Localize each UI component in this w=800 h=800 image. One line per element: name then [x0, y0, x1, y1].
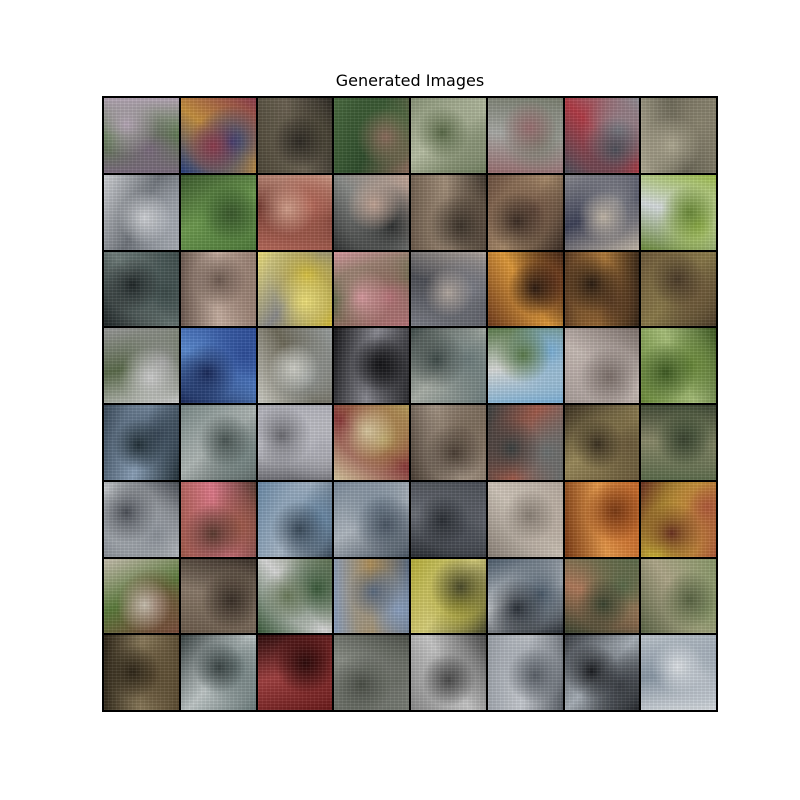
generated-image-gray-landscape [334, 635, 409, 710]
generated-image-blue-jellyfish [180, 328, 256, 403]
generated-image-candles [487, 251, 563, 327]
generated-image-herd-field [641, 405, 716, 480]
generated-image-building-with-flag [487, 635, 563, 710]
generated-image-shelves [180, 405, 256, 480]
generated-image-lizard-on-ground [564, 558, 640, 634]
generated-image-salad-bowl [104, 558, 179, 634]
generated-image-swan-in-park [257, 558, 333, 634]
generated-image-vintage-car [487, 558, 563, 634]
generated-image-man-outdoors [564, 174, 640, 250]
generated-image-machinery [411, 251, 486, 327]
generated-image-ornate-building [487, 174, 563, 250]
generated-image-grid [102, 96, 718, 712]
generated-image-dark-screen [104, 251, 179, 327]
generated-image-waterfall [180, 635, 256, 710]
generated-image-beige-pebbles [487, 481, 563, 557]
generated-image-orange-surface [564, 481, 640, 557]
generated-image-child-with-ball [180, 481, 256, 557]
generated-image-flowers-cluster [411, 328, 486, 403]
generated-image-rickshaw [564, 98, 640, 173]
generated-image-beige-object [564, 328, 640, 403]
generated-image-trees-over-water [257, 481, 333, 557]
generated-image-green-ipod [641, 174, 716, 250]
generated-image-wooden-pieces [180, 251, 256, 327]
generated-image-garden-figure [641, 558, 716, 634]
generated-image-cake-dish [104, 635, 179, 710]
generated-image-leafy-plant [411, 98, 486, 173]
generated-image-person-with-shirt [257, 328, 333, 403]
generated-image-red-interior [257, 635, 333, 710]
generated-image-debris [180, 558, 256, 634]
generated-image-white-fabric [641, 635, 716, 710]
generated-image-lemon [257, 251, 333, 327]
generated-image-train [334, 405, 409, 480]
generated-image-strawberry-closeup [257, 174, 333, 250]
generated-image-person-swimsuit [334, 481, 409, 557]
figure-title: Generated Images [335, 71, 485, 90]
generated-image-yellow-insect [411, 558, 486, 634]
generated-image-dark-stripes [411, 481, 486, 557]
generated-image-person-in-garden [104, 98, 179, 173]
generated-image-dark-interior [334, 328, 409, 403]
generated-image-train-station [104, 481, 179, 557]
generated-image-cat [411, 405, 486, 480]
generated-image-tree-canopy [104, 405, 179, 480]
generated-image-green-leaves [641, 328, 716, 403]
generated-image-green-shrubs [334, 98, 409, 173]
generated-image-round-pan [564, 635, 640, 710]
generated-image-fruit-crate [641, 481, 716, 557]
generated-image-people-group [487, 98, 563, 173]
generated-image-colorful-collage [180, 98, 256, 173]
generated-image-person-white-coat [257, 405, 333, 480]
generated-image-crowd [104, 328, 179, 403]
generated-image-dog-outside [334, 558, 409, 634]
generated-image-green-field-animal [180, 174, 256, 250]
generated-image-wicker-basket [641, 251, 716, 327]
generated-image-gas-mask [334, 174, 409, 250]
generated-image-dark-animal-face [257, 98, 333, 173]
generated-image-lion [411, 174, 486, 250]
generated-image-truck [487, 328, 563, 403]
generated-image-food-plate [564, 405, 640, 480]
generated-image-bark-texture [641, 98, 716, 173]
generated-image-person-on-road [487, 405, 563, 480]
generated-image-old-vehicle [411, 635, 486, 710]
generated-image-pink-flowers [334, 251, 409, 327]
generated-image-gray-structure [104, 174, 179, 250]
generated-image-caterpillar [564, 251, 640, 327]
